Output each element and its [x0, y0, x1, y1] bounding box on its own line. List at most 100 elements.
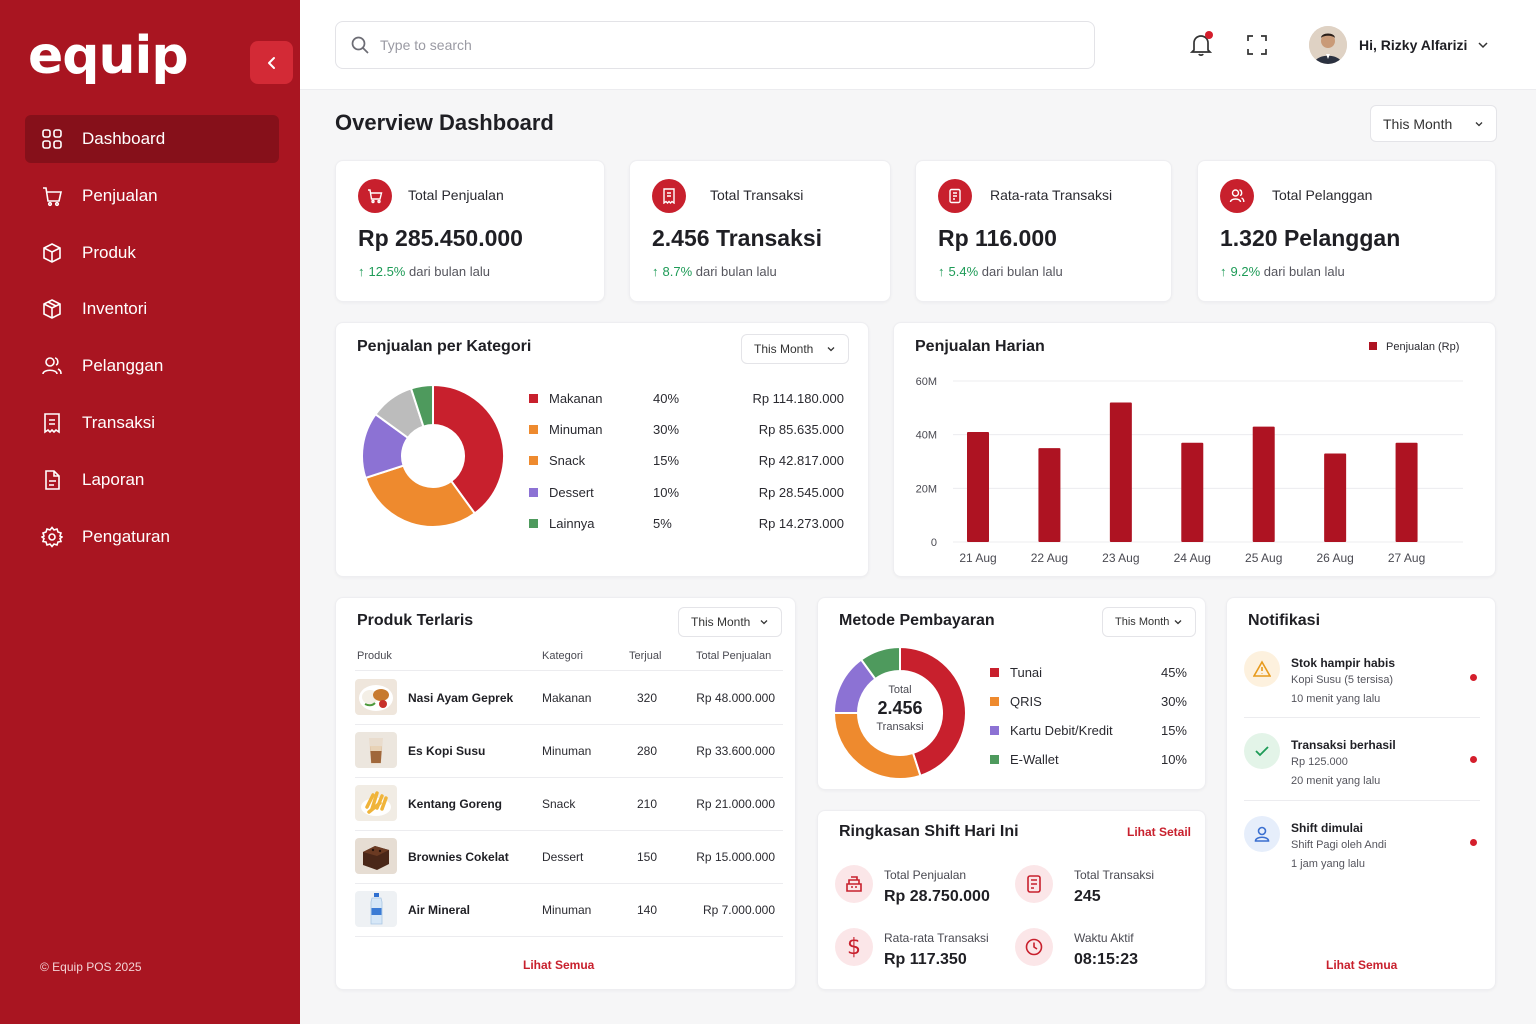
shift-total-tx-value: 245	[1074, 888, 1101, 905]
period-select[interactable]: This Month	[1370, 105, 1497, 142]
products-period-select[interactable]: This Month	[678, 607, 782, 637]
sidebar-item-penjualan[interactable]: Penjualan	[25, 172, 279, 220]
legend-name: Minuman	[549, 422, 603, 437]
sidebar-item-transaksi[interactable]: Transaksi	[25, 399, 279, 447]
shop-icon	[40, 184, 64, 208]
payment-donut-center: Total 2.456 Transaksi	[860, 684, 940, 733]
stat-change-pct: 12.5%	[368, 264, 406, 279]
user-greeting: Hi, Rizky Alfarizi	[1359, 37, 1468, 53]
sidebar-item-laporan[interactable]: Laporan	[25, 456, 279, 504]
chevron-down-icon	[1174, 620, 1182, 625]
receipt-icon	[652, 179, 686, 213]
top-products-title: Produk Terlaris	[357, 612, 474, 629]
sidebar-item-label: Transaksi	[82, 412, 156, 432]
bar-26-aug[interactable]	[1324, 453, 1347, 542]
legend-swatch	[990, 726, 999, 735]
legend-label: Penjualan (Rp)	[1386, 341, 1459, 353]
notification-button[interactable]	[1189, 31, 1213, 62]
arrow-up-icon: ↑	[938, 264, 945, 279]
donut-slice-tunai[interactable]	[899, 645, 967, 778]
category-period-select[interactable]: This Month	[741, 334, 849, 364]
payment-period-select[interactable]: This Month	[1102, 607, 1196, 637]
sidebar-nav: Dashboard Penjualan Produk Inventori Pel…	[25, 115, 279, 569]
stat-change-pct: 8.7%	[662, 264, 693, 279]
stat-label: Total Transaksi	[710, 187, 804, 203]
sidebar-item-dashboard[interactable]: Dashboard	[25, 115, 279, 163]
products-view-all-link[interactable]: Lihat Semua	[523, 958, 595, 972]
stat-change: ↑ 8.7% dari bulan lalu	[652, 264, 777, 279]
product-name: Es Kopi Susu	[408, 744, 486, 758]
sidebar-item-pelanggan[interactable]: Pelanggan	[25, 342, 279, 390]
user-icon	[1244, 816, 1280, 852]
legend-pct: 40%	[653, 391, 680, 406]
bar-22-aug[interactable]	[1038, 448, 1061, 542]
stat-card-total-pelanggan: Total Pelanggan 1.320 Pelanggan ↑ 9.2% da…	[1197, 160, 1496, 302]
notification-desc: Rp 125.000	[1291, 756, 1348, 768]
unread-dot	[1470, 839, 1477, 846]
notification-item[interactable]: Transaksi berhasil Rp 125.000 20 menit y…	[1244, 733, 1480, 793]
chevron-down-icon	[827, 347, 835, 352]
shift-detail-link[interactable]: Lihat Setail	[1127, 825, 1192, 839]
product-image-kentang	[355, 785, 397, 821]
table-row[interactable]: Kentang Goreng Snack 210 Rp 21.000.000	[355, 778, 783, 831]
payment-period-value: This Month	[1115, 616, 1170, 628]
sidebar-item-label: Produk	[82, 242, 136, 262]
bar-27-aug[interactable]	[1395, 442, 1418, 542]
notifications-view-all-link[interactable]: Lihat Semua	[1326, 958, 1398, 972]
sidebar-item-pengaturan[interactable]: Pengaturan	[25, 513, 279, 561]
stat-change-suffix: dari bulan lalu	[981, 264, 1063, 279]
user-menu[interactable]: Hi, Rizky Alfarizi	[1309, 26, 1489, 64]
notification-title: Transaksi berhasil	[1291, 738, 1396, 752]
product-name: Air Mineral	[408, 903, 471, 917]
bar-24-aug[interactable]	[1181, 442, 1204, 542]
product-image-es-kopi	[355, 732, 397, 768]
notification-item[interactable]: Stok hampir habis Kopi Susu (5 tersisa) …	[1244, 651, 1480, 711]
notification-time: 20 menit yang lalu	[1291, 775, 1381, 787]
donut-slice-minuman[interactable]	[364, 464, 477, 528]
table-row[interactable]: Nasi Ayam Geprek Makanan 320 Rp 48.000.0…	[355, 672, 783, 725]
category-card-title: Penjualan per Kategori	[357, 338, 532, 355]
legend-value: Rp 28.545.000	[758, 485, 844, 500]
product-sold: 140	[636, 903, 658, 917]
legend-swatch	[529, 456, 538, 465]
x-tick-label: 21 Aug	[959, 551, 996, 565]
avatar	[1309, 26, 1347, 64]
legend-pct: 10%	[653, 485, 680, 500]
shift-avg-value: Rp 117.350	[884, 951, 967, 968]
legend-row-minuman: Minuman 30% Rp 85.635.000	[529, 422, 844, 437]
shift-total-sales-value: Rp 28.750.000	[884, 888, 990, 905]
legend-swatch	[990, 697, 999, 706]
stat-change-suffix: dari bulan lalu	[409, 264, 490, 279]
sidebar-item-label: Laporan	[82, 469, 145, 489]
bar-21-aug[interactable]	[967, 431, 989, 542]
daily-bar-chart: 0 20M 40M 60M 21 Aug 22 Aug 23 Aug 24 Aug 25 Aug…	[916, 341, 1463, 565]
donut-slice-e-wallet[interactable]	[859, 645, 901, 681]
sidebar-item-label: Inventori	[82, 299, 148, 319]
bar-25-aug[interactable]	[1252, 426, 1275, 542]
fullscreen-button[interactable]	[1245, 33, 1269, 62]
table-row[interactable]: Air Mineral Minuman 140 Rp 7.000.000	[355, 884, 783, 937]
users-icon	[40, 354, 64, 378]
sidebar: equip Dashboard Penjualan Produk Invento…	[0, 0, 300, 1024]
collapse-sidebar-button[interactable]	[250, 41, 293, 84]
donut-slice-lainnya[interactable]	[409, 384, 434, 428]
bar-23-aug[interactable]	[1109, 402, 1132, 542]
stat-change-suffix: dari bulan lalu	[695, 264, 777, 279]
notification-item[interactable]: Shift dimulai Shift Pagi oleh Andi 1 jam…	[1244, 816, 1480, 876]
document-icon	[938, 179, 972, 213]
product-category: Snack	[542, 797, 576, 811]
sidebar-item-label: Dashboard	[82, 129, 166, 148]
legend-pct: 45%	[1160, 665, 1187, 680]
donut-slice-makanan[interactable]	[432, 384, 505, 515]
donut-center-value: 2.456	[877, 698, 923, 718]
inventory-icon	[40, 297, 64, 321]
product-total: Rp 48.000.000	[696, 691, 775, 705]
payment-legend-ewallet: E-Wallet 10%	[990, 752, 1187, 767]
search-input[interactable]	[380, 37, 1060, 53]
sidebar-item-produk[interactable]: Produk	[25, 229, 279, 277]
sidebar-item-inventori[interactable]: Inventori	[25, 285, 279, 333]
topbar: Hi, Rizky Alfarizi	[300, 0, 1536, 90]
shift-total-tx-label: Total Transaksi	[1074, 868, 1155, 882]
table-row[interactable]: Es Kopi Susu Minuman 280 Rp 33.600.000	[355, 725, 783, 778]
table-row[interactable]: Brownies Cokelat Dessert 150 Rp 15.000.0…	[355, 831, 783, 884]
